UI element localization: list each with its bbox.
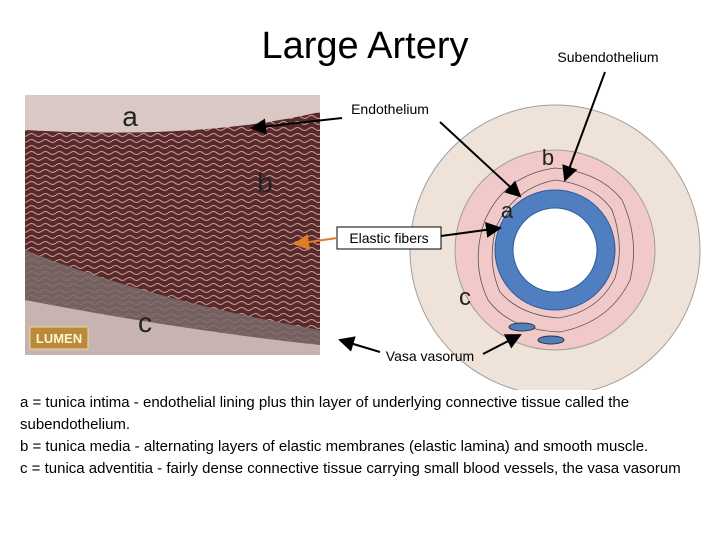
callout: Elastic fibers xyxy=(349,230,428,246)
diagram-label: a xyxy=(501,198,514,223)
micro-label: a xyxy=(122,101,138,132)
description-line: b = tunica media - alternating layers of… xyxy=(20,438,649,455)
artery-diagram: b a c xyxy=(409,104,701,390)
description-line: a = tunica intima - endothelial lining p… xyxy=(20,394,630,433)
callout: Vasa vasorum xyxy=(386,348,474,364)
micro-label: b xyxy=(257,167,273,198)
micrograph: a b c LUMEN xyxy=(25,95,320,355)
slide-graphics: Large Artery a b c LUMEN b a c Subendoth… xyxy=(25,25,701,390)
diagram-label: c xyxy=(459,284,471,311)
description: a = tunica intima - endothelial lining p… xyxy=(20,392,690,480)
diagram-label: b xyxy=(542,145,554,170)
callout: Endothelium xyxy=(351,101,429,117)
description-line: c = tunica adventitia - fairly dense con… xyxy=(20,460,681,477)
logo: LUMEN xyxy=(36,331,82,346)
micro-label: c xyxy=(138,307,152,338)
title: Large Artery xyxy=(262,25,469,67)
callout: Subendothelium xyxy=(557,49,658,65)
